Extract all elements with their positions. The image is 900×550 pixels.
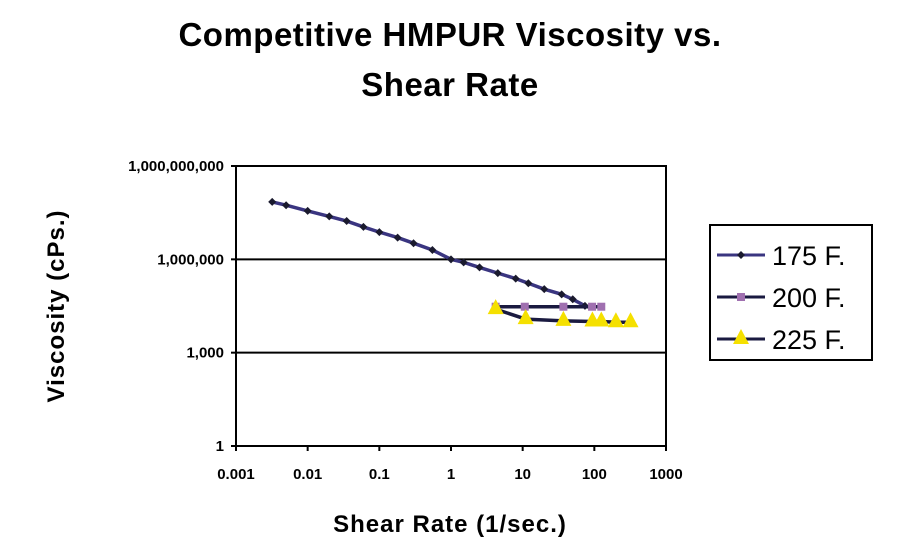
data-point-diamond bbox=[568, 295, 577, 304]
data-point-diamond bbox=[447, 255, 455, 264]
y-axis-label: Viscosity (cPs.) bbox=[43, 210, 70, 403]
data-point-diamond bbox=[540, 285, 549, 294]
data-point-diamond bbox=[375, 228, 384, 237]
x-tick-label: 0.01 bbox=[293, 466, 322, 483]
x-tick-label: 1000 bbox=[649, 466, 682, 483]
x-axis-label: Shear Rate (1/sec.) bbox=[333, 511, 567, 538]
data-point-square bbox=[559, 302, 568, 311]
data-point-triangle bbox=[555, 310, 572, 326]
chart-title-line-1: Competitive HMPUR Viscosity vs. bbox=[178, 16, 722, 53]
y-tick-label: 1,000,000 bbox=[157, 251, 224, 268]
data-point-diamond bbox=[359, 222, 368, 231]
data-point-triangle bbox=[733, 329, 749, 344]
data-point-diamond bbox=[303, 206, 312, 215]
data-point-diamond bbox=[282, 201, 291, 210]
data-point-diamond bbox=[459, 258, 468, 267]
x-tick-label: 1 bbox=[447, 466, 455, 483]
data-point-triangle bbox=[593, 311, 610, 327]
data-point-triangle bbox=[607, 312, 624, 328]
y-tick-label: 1,000,000,000 bbox=[128, 158, 224, 175]
legend-label: 225 F. bbox=[772, 325, 846, 355]
legend-label: 175 F. bbox=[772, 241, 846, 271]
data-point-diamond bbox=[475, 263, 484, 272]
data-point-square bbox=[737, 293, 745, 301]
data-point-diamond bbox=[268, 197, 277, 206]
data-point-diamond bbox=[409, 239, 418, 248]
x-tick-label: 0.001 bbox=[217, 466, 255, 483]
y-tick-label: 1 bbox=[216, 438, 224, 455]
data-point-diamond bbox=[428, 245, 437, 254]
x-tick-label: 0.1 bbox=[369, 466, 390, 483]
data-point-diamond bbox=[557, 290, 566, 299]
data-point-diamond bbox=[493, 269, 502, 278]
data-point-triangle bbox=[622, 312, 639, 328]
data-point-diamond bbox=[325, 212, 334, 221]
data-point-square bbox=[520, 302, 529, 311]
x-tick-label: 100 bbox=[582, 466, 607, 483]
data-point-diamond bbox=[342, 217, 351, 226]
data-point-square bbox=[588, 302, 597, 311]
data-point-diamond bbox=[524, 279, 533, 288]
data-point-triangle bbox=[517, 309, 534, 325]
legend-label: 200 F. bbox=[772, 283, 846, 313]
data-point-diamond bbox=[737, 251, 745, 259]
chart-title-line-2: Shear Rate bbox=[361, 66, 539, 103]
legend: 175 F. 200 F. 225 F. bbox=[709, 224, 873, 361]
data-point-diamond bbox=[511, 274, 520, 283]
x-tick-label: 10 bbox=[514, 466, 531, 483]
data-point-triangle bbox=[487, 299, 504, 315]
y-tick-label: 1,000 bbox=[186, 345, 224, 362]
data-point-square bbox=[597, 302, 606, 311]
data-point-diamond bbox=[393, 233, 402, 242]
